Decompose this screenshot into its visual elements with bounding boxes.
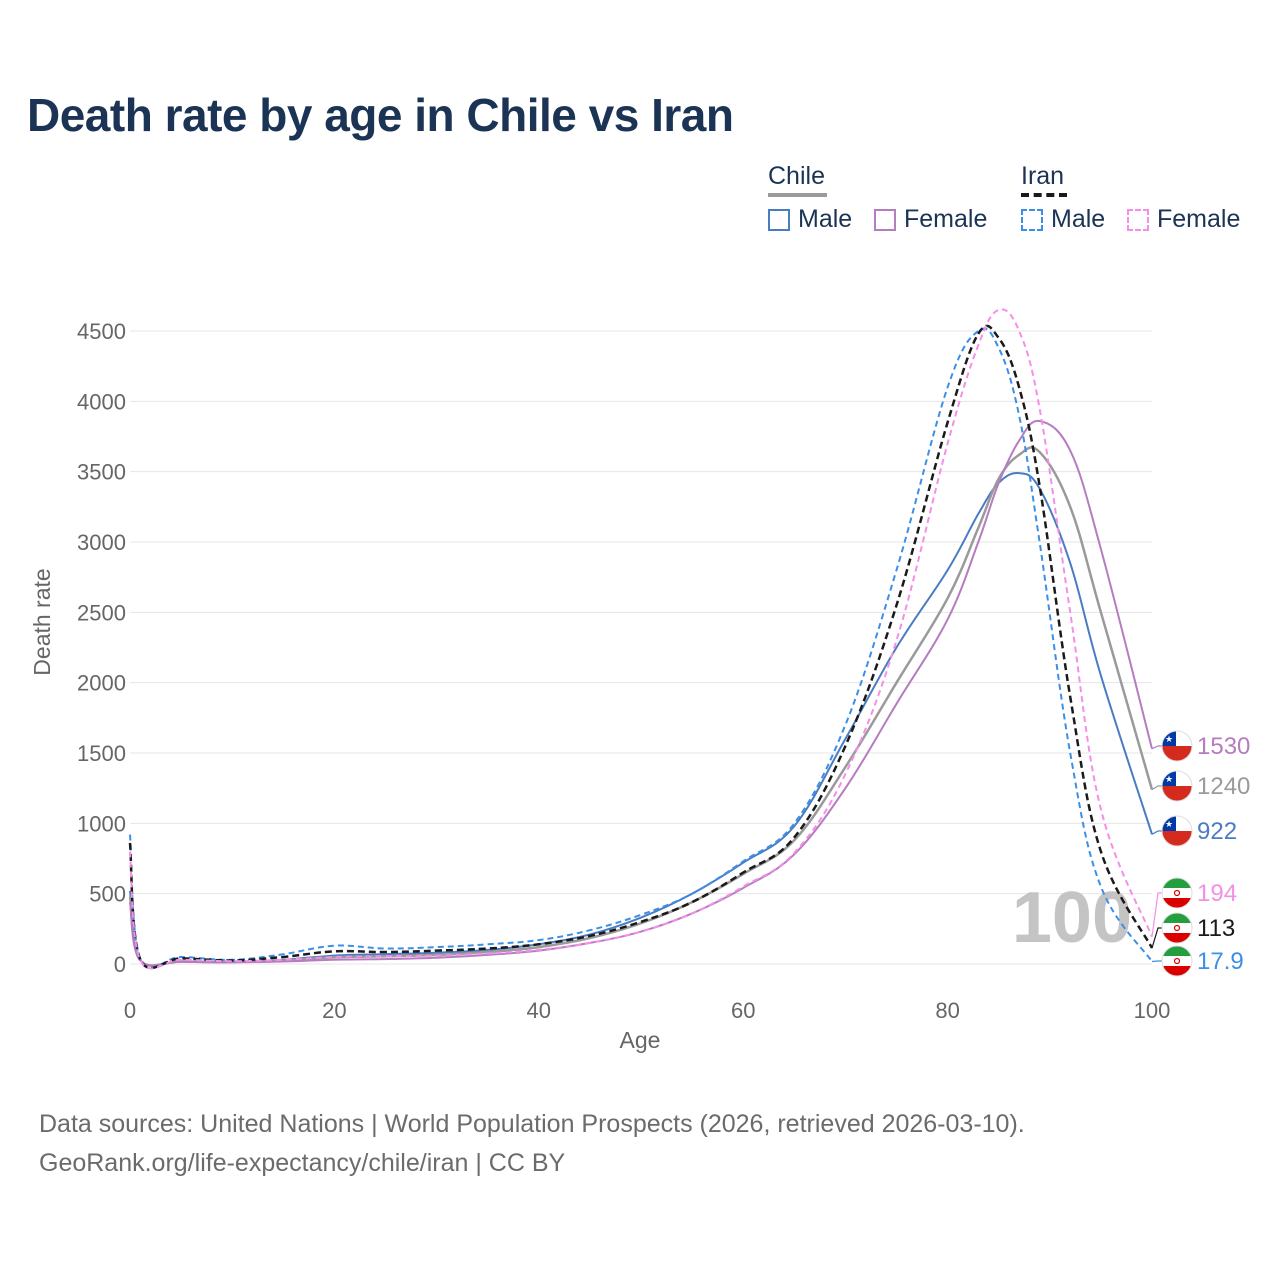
legend-iran-female-swatch: [1127, 208, 1149, 231]
x-tick-60: 60: [731, 998, 755, 1023]
legend-iran-underline: [1021, 193, 1067, 197]
chile-flag-icon: ★: [1161, 730, 1193, 762]
end-connector: [1151, 830, 1162, 835]
chart-title: Death rate by age in Chile vs Iran: [27, 89, 734, 141]
legend-chile-female[interactable]: Female: [874, 205, 987, 234]
end-marker-iran-female: 194: [1151, 877, 1237, 937]
footer-link[interactable]: GeoRank.org/life-expectancy/chile/iran |…: [39, 1149, 566, 1177]
iran-flag-icon: [1161, 877, 1193, 909]
end-label-iran-female: 194: [1197, 880, 1237, 907]
y-tick-1000: 1000: [77, 811, 126, 836]
y-axis-label: Death rate: [29, 568, 55, 675]
year-label: 100: [1012, 878, 1132, 958]
legend-chile-female-swatch: [874, 208, 896, 231]
legend-iran-female-label: Female: [1157, 205, 1241, 233]
series-line-iran-total[interactable]: [128, 324, 1154, 970]
y-tick-500: 500: [89, 882, 126, 907]
y-tick-labels: 0 500 1000 1500 2000 2500 3000 3500 4000 4500: [77, 319, 126, 977]
legend-iran-male-label: Male: [1051, 205, 1106, 233]
series-lines: [128, 308, 1154, 970]
end-marker-chile-male: ★ 922: [1151, 815, 1237, 847]
chile-flag-icon: ★: [1161, 815, 1193, 847]
iran-flag-icon: [1161, 912, 1193, 944]
y-tick-3000: 3000: [77, 530, 126, 555]
legend-iran-male-swatch: [1021, 208, 1043, 231]
legend-iran-female[interactable]: Female: [1127, 205, 1240, 234]
legend-chile-male-label: Male: [798, 205, 853, 233]
x-tick-labels: 0 20 40 60 80 100: [124, 998, 1170, 1023]
series-line-iran-male[interactable]: [129, 327, 1153, 969]
x-tick-100: 100: [1134, 998, 1171, 1023]
svg-text:★: ★: [1165, 774, 1173, 784]
x-tick-80: 80: [935, 998, 959, 1023]
legend-iran-male[interactable]: Male: [1021, 205, 1105, 234]
legend-chile-underline: [768, 193, 827, 197]
legend-chile-male-swatch: [768, 208, 790, 231]
end-label-chile-female: 1530: [1197, 733, 1250, 760]
chile-flag-icon: ★: [1161, 770, 1193, 802]
y-tick-0: 0: [114, 952, 126, 977]
end-label-iran-male: 17.9: [1197, 948, 1244, 975]
end-label-iran-total: 113: [1197, 915, 1235, 942]
end-label-chile-total: 1240: [1197, 773, 1250, 800]
series-line-chile-male[interactable]: [129, 471, 1153, 967]
legend-chile-female-label: Female: [904, 205, 988, 233]
iran-flag-icon: [1161, 945, 1193, 977]
end-marker-chile-total: ★ 1240: [1151, 770, 1250, 802]
y-tick-4500: 4500: [77, 319, 126, 344]
legend-chile-male[interactable]: Male: [768, 205, 852, 234]
x-axis-label: Age: [620, 1027, 661, 1053]
x-tick-20: 20: [322, 998, 346, 1023]
x-tick-40: 40: [527, 998, 551, 1023]
svg-text:★: ★: [1165, 819, 1173, 829]
end-labels: ★ 922 ★ 1240 ★ 1530 17.9 113 194: [1151, 730, 1250, 977]
legend-chile-title: Chile: [768, 162, 825, 190]
end-marker-iran-total: 113: [1151, 912, 1235, 949]
series-line-iran-female[interactable]: [129, 308, 1153, 970]
y-tick-1500: 1500: [77, 741, 126, 766]
series-line-chile-female[interactable]: [129, 419, 1153, 967]
y-tick-3500: 3500: [77, 460, 126, 485]
end-connector: [1151, 745, 1162, 750]
y-tick-2000: 2000: [77, 671, 126, 696]
series-line-chile-total[interactable]: [128, 446, 1154, 967]
footer-sources: Data sources: United Nations | World Pop…: [39, 1110, 1025, 1138]
end-marker-iran-male: 17.9: [1151, 945, 1244, 977]
end-label-chile-male: 922: [1197, 818, 1237, 845]
legend-iran-title: Iran: [1021, 162, 1065, 190]
y-tick-4000: 4000: [77, 389, 126, 414]
svg-text:★: ★: [1165, 734, 1173, 744]
end-marker-chile-female: ★ 1530: [1151, 730, 1250, 762]
end-connector: [1151, 785, 1162, 791]
end-connector: [1151, 927, 1162, 949]
y-tick-2500: 2500: [77, 600, 126, 625]
gridlines: [130, 330, 1152, 965]
end-connector: [1151, 892, 1162, 937]
x-tick-0: 0: [124, 998, 136, 1023]
